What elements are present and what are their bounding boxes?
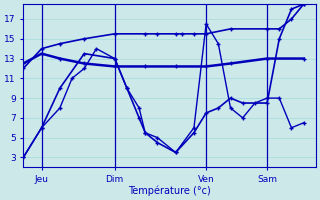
X-axis label: Température (°c): Température (°c) [128, 185, 211, 196]
